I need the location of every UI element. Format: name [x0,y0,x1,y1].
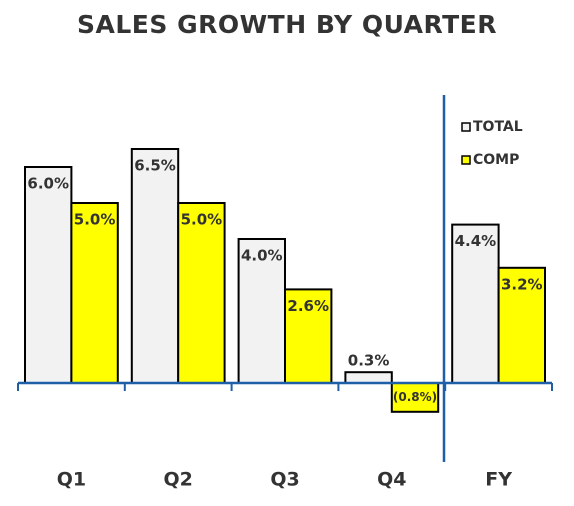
bar [70,202,119,384]
x-tick-label: Q2 [164,469,193,491]
bar [497,266,547,384]
bar [24,166,73,384]
legend-swatch [461,122,471,132]
x-tick-label: Q1 [57,469,86,491]
legend-label: TOTAL [473,119,523,135]
legend-label: COMP [473,152,519,168]
legend-swatch [461,155,471,165]
chart-title: SALES GROWTH BY QUARTER [77,10,497,39]
value-label: 4.4% [455,232,497,250]
bar [284,288,333,384]
x-tick-label: Q4 [377,469,406,491]
bar [344,371,393,385]
value-label: 2.6% [287,297,329,315]
value-label: 6.0% [27,175,69,193]
value-label: (0.8%) [393,390,437,404]
x-tick-label: Q3 [270,469,299,491]
value-label: 4.0% [241,247,283,265]
bar [130,148,180,384]
value-label: 5.0% [74,211,116,229]
value-label: 0.3% [348,352,390,370]
x-tick-label: FY [485,469,512,491]
bar [177,202,226,384]
value-label: 5.0% [181,211,223,229]
value-label: 6.5% [134,157,176,175]
value-label: 3.2% [501,275,543,293]
